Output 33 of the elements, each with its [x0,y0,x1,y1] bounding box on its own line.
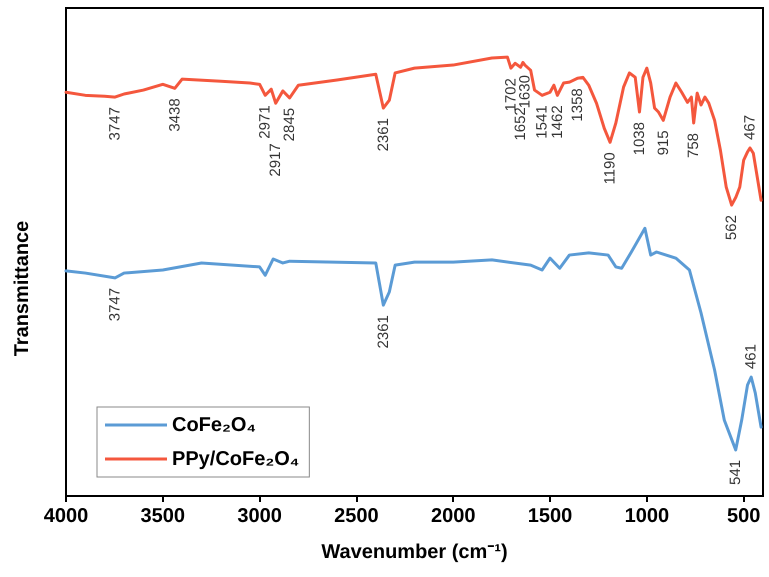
annotation: 2361 [374,118,392,152]
x-tick-label: 500 [726,505,760,527]
x-tick-label: 3500 [140,505,186,527]
annotation: 3747 [106,107,124,140]
x-tick-label: 1500 [528,505,572,527]
legend-label: CoFe₂O₄ [172,414,256,436]
x-tick-label: 2000 [430,505,476,527]
x-tick-label: 2500 [334,505,379,527]
annotation: 1190 [602,152,619,185]
annotation: 1652 [512,107,530,141]
annotation: 1038 [630,122,648,156]
annotation: 1358 [569,88,586,122]
annotation: 2845 [281,108,298,142]
annotation: 915 [654,130,672,156]
annotation: 1541 [534,105,551,139]
annotation: 758 [685,132,702,158]
x-tick-label: 1000 [624,505,670,527]
x-tick-label: 3000 [237,505,282,527]
annotation: 562 [723,215,740,240]
legend-label: PPy/CoFe₂O₄ [172,448,300,470]
annotation: 2917 [267,143,284,177]
annotation: 467 [742,114,759,140]
x-axis-title: Wavenumber (cm⁻¹) [321,541,508,563]
annotation: 1630 [516,75,534,108]
y-axis-title: Transmittance [11,220,33,356]
annotation: 541 [727,460,744,485]
annotation: 2361 [374,315,392,348]
annotation: 3438 [166,98,184,132]
annotation: 1462 [548,105,566,139]
annotation: 2971 [256,105,274,139]
annotation: 3747 [106,288,124,322]
x-tick-label: 4000 [44,505,88,527]
annotation: 461 [742,344,760,370]
